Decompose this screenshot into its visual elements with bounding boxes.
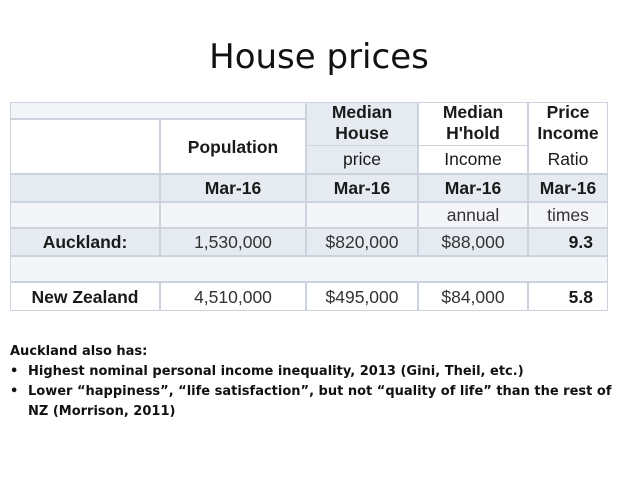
note-bullet-inequality: Highest nominal personal income inequali… (10, 362, 630, 382)
header-median-hhold-line1: Median (442, 102, 504, 122)
header-blank-left (10, 119, 160, 174)
header-ratio-line3: Ratio (547, 149, 589, 169)
slide-title: House prices (209, 37, 429, 77)
auckland-notes: Auckland also has: Highest nominal perso… (10, 342, 630, 422)
auckland-population: 1,530,000 (160, 228, 306, 256)
units-blank-3 (306, 202, 418, 228)
units-blank-2 (160, 202, 306, 228)
notes-list: Highest nominal personal income inequali… (10, 362, 630, 422)
nz-ratio: 5.8 (528, 282, 608, 311)
unit-annual: annual (418, 202, 528, 228)
date-population: Mar-16 (160, 174, 306, 202)
row-label-new-zealand: New Zealand (10, 282, 160, 311)
header-blank-top-left (10, 102, 306, 119)
auckland-income: $88,000 (418, 228, 528, 256)
date-income: Mar-16 (418, 174, 528, 202)
date-ratio: Mar-16 (528, 174, 608, 202)
header-ratio-line1: Price (546, 102, 590, 122)
header-median-hhold-line3: Income (444, 149, 502, 169)
header-ratio-line2: Income (537, 123, 599, 143)
header-population: Population (160, 119, 306, 174)
notes-heading: Auckland also has: (10, 344, 148, 359)
header-median-house-line3: price (343, 149, 381, 169)
header-median-hhold: Median H'hold Income (418, 102, 528, 174)
dates-blank (10, 174, 160, 202)
header-price-income-ratio: Price Income Ratio (528, 102, 608, 174)
house-price-table: Median House price Median H'hold Income … (10, 102, 608, 311)
header-median-house-line1: Median (331, 102, 393, 122)
auckland-ratio: 9.3 (528, 228, 608, 256)
unit-times: times (528, 202, 608, 228)
note-bullet-happiness: Lower “happiness”, “life satisfaction”, … (10, 382, 630, 422)
auckland-house-price: $820,000 (306, 228, 418, 256)
spacer-row (10, 256, 608, 282)
row-label-auckland: Auckland: (10, 228, 160, 256)
nz-population: 4,510,000 (160, 282, 306, 311)
units-blank-1 (10, 202, 160, 228)
date-house: Mar-16 (306, 174, 418, 202)
header-median-house: Median House price (306, 102, 418, 174)
nz-income: $84,000 (418, 282, 528, 311)
nz-house-price: $495,000 (306, 282, 418, 311)
header-median-house-line2: House (307, 121, 417, 146)
header-median-hhold-line2: H'hold (419, 121, 527, 146)
